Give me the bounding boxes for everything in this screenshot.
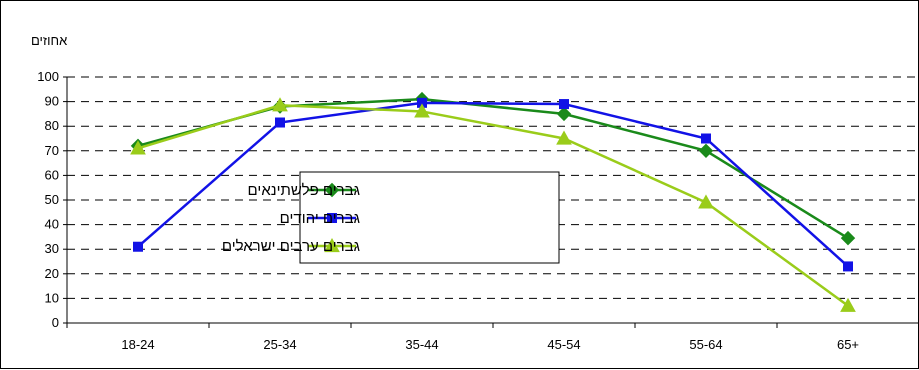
legend-marker (324, 182, 340, 198)
x-tick-label: 35-44 (405, 337, 438, 352)
data-point (840, 230, 856, 246)
legend-label: גברים פלשתינאים (248, 182, 360, 199)
data-point (701, 133, 711, 144)
x-tick-label: 18-24 (121, 337, 154, 352)
legend-label: גברים ערבים ישראלים (222, 238, 360, 255)
legend-marker (327, 213, 337, 223)
y-tick-label: 100 (37, 69, 59, 84)
x-tick-label: 65+ (837, 337, 859, 352)
y-tick-label: 70 (45, 143, 59, 158)
data-point (414, 103, 430, 118)
x-tick-label: 55-64 (689, 337, 722, 352)
data-point (275, 117, 285, 128)
y-tick-label: 50 (45, 192, 59, 207)
y-axis-label: אחוזים (31, 33, 68, 48)
data-point (698, 194, 714, 209)
y-tick-label: 80 (45, 118, 59, 133)
data-point (843, 261, 853, 272)
y-tick-label: 20 (45, 266, 59, 281)
data-point (559, 99, 569, 110)
y-tick-label: 30 (45, 241, 59, 256)
data-point (556, 130, 572, 145)
series-line (137, 101, 849, 268)
y-tick-label: 90 (45, 94, 59, 109)
legend-label: גברים יהודים (280, 210, 360, 227)
data-point (556, 106, 572, 122)
data-point (133, 241, 143, 252)
y-tick-label: 40 (45, 217, 59, 232)
x-tick-label: 25-34 (263, 337, 296, 352)
series-line (137, 104, 849, 307)
y-tick-label: 0 (52, 315, 59, 330)
y-tick-label: 60 (45, 167, 59, 182)
data-point (130, 140, 146, 155)
legend-marker (324, 237, 340, 253)
data-point (698, 143, 714, 159)
x-tick-label: 45-54 (547, 337, 580, 352)
data-point (272, 97, 288, 112)
y-tick-label: 10 (45, 290, 59, 305)
data-point (840, 297, 856, 312)
